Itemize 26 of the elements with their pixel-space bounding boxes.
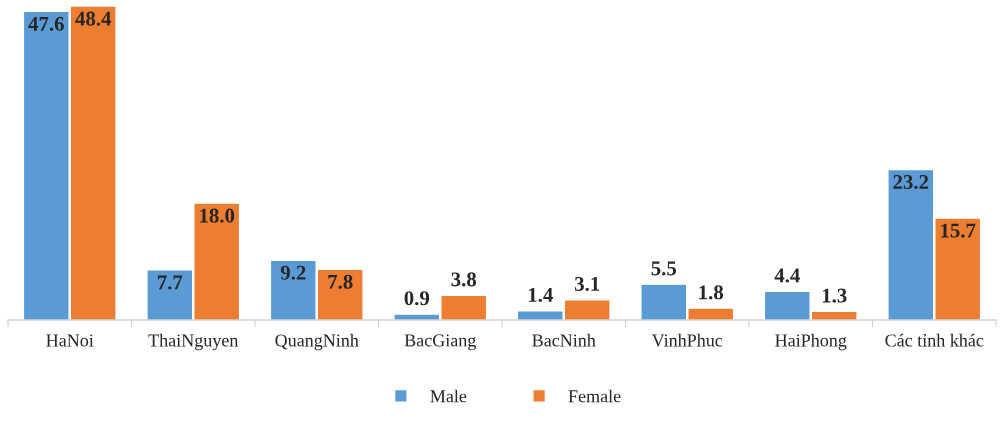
data-label: 5.5 <box>651 261 677 276</box>
data-label: 7.7 <box>157 275 183 290</box>
data-label: 15.7 <box>941 223 976 238</box>
x-tick-label: ThaiNguyen <box>148 333 239 351</box>
data-label: 3.1 <box>574 276 600 292</box>
legend-label: Female <box>568 389 621 403</box>
x-tick-label: BacGiang <box>404 334 476 351</box>
data-label: 18.0 <box>200 208 235 223</box>
data-label: 9.2 <box>280 265 306 280</box>
x-tick-label: VinhPhuc <box>651 333 723 347</box>
x-tick-label: HaiPhong <box>775 333 847 351</box>
data-label: 1.3 <box>822 288 847 303</box>
data-label: 7.8 <box>328 274 353 289</box>
x-tick-label: Các tỉnh khác <box>885 333 984 347</box>
x-tick-label: QuangNinh <box>275 333 359 351</box>
data-label: 1.4 <box>528 287 553 303</box>
data-label: 3.8 <box>451 272 477 287</box>
data-label: 0.9 <box>404 291 430 306</box>
data-label: 47.6 <box>28 16 64 31</box>
x-tick-label: HaNoi <box>46 334 94 347</box>
data-label: 48.4 <box>75 11 112 26</box>
data-label: 23.2 <box>893 174 929 190</box>
legend-label: Male <box>430 389 467 403</box>
data-label: 1.8 <box>699 285 724 300</box>
data-label: 4.4 <box>774 268 800 283</box>
x-tick-label: BacNinh <box>532 333 596 347</box>
